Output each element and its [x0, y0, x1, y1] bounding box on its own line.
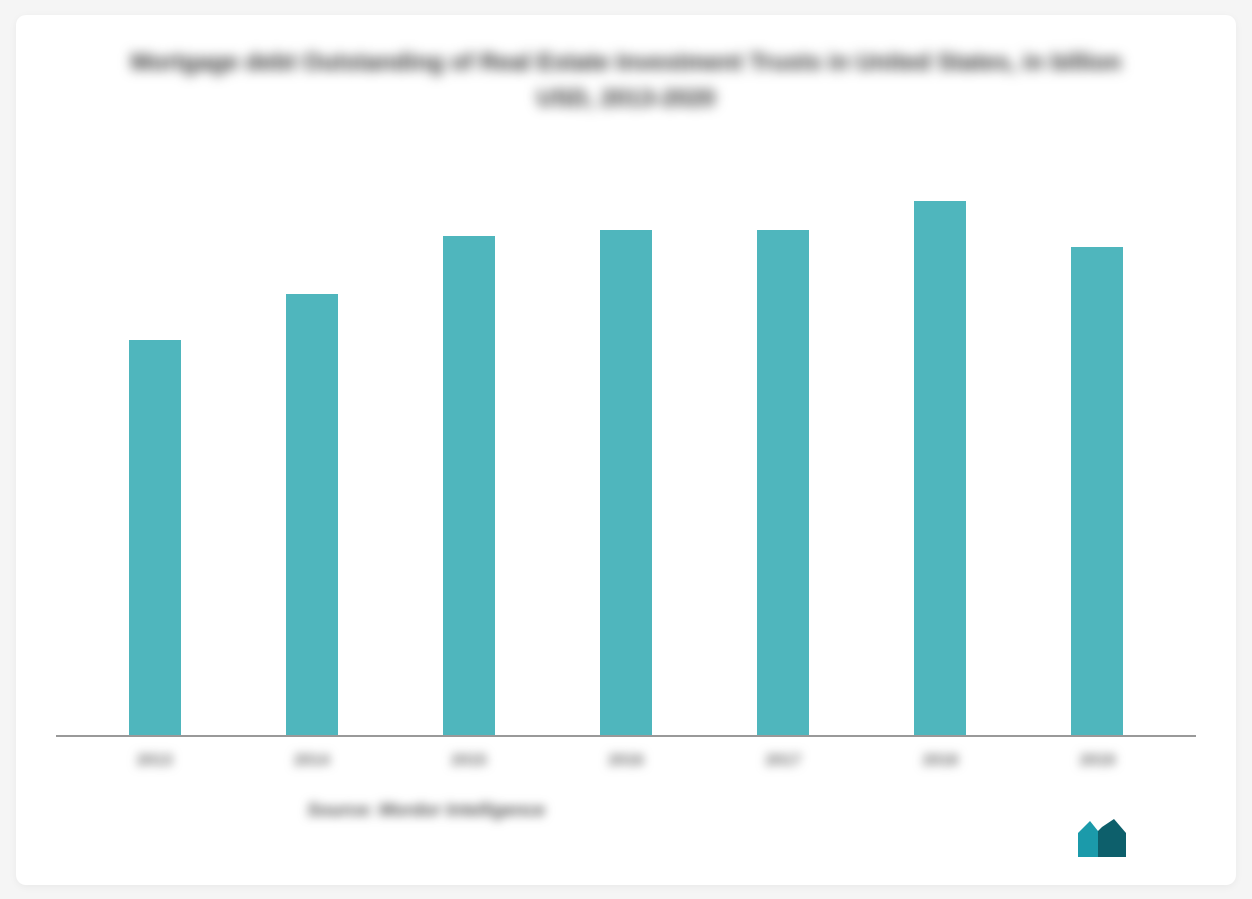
x-axis-label: 2015: [443, 752, 495, 770]
source-label: Source: Mordor Intelligence: [0, 800, 1196, 821]
x-axis-label: 2013: [129, 752, 181, 770]
plot-area: [56, 157, 1196, 737]
bar: [1071, 247, 1123, 734]
chart-container: Mortgage debt Outstanding of Real Estate…: [16, 15, 1236, 885]
bar: [443, 236, 495, 735]
bar: [286, 294, 338, 735]
x-axis-label: 2019: [1071, 752, 1123, 770]
x-axis-label: 2016: [600, 752, 652, 770]
bars-wrapper: [56, 157, 1196, 735]
x-axis-label: 2017: [757, 752, 809, 770]
brand-logo: [1078, 819, 1126, 857]
mordor-logo-icon: [1078, 819, 1126, 857]
x-axis-label: 2014: [286, 752, 338, 770]
bar: [914, 201, 966, 735]
chart-title: Mortgage debt Outstanding of Real Estate…: [56, 45, 1196, 117]
x-axis-label: 2018: [914, 752, 966, 770]
bar: [757, 230, 809, 735]
bar: [600, 230, 652, 735]
x-axis-labels: 2013 2014 2015 2016 2017 2018 2019: [56, 752, 1196, 770]
bar: [129, 340, 181, 734]
